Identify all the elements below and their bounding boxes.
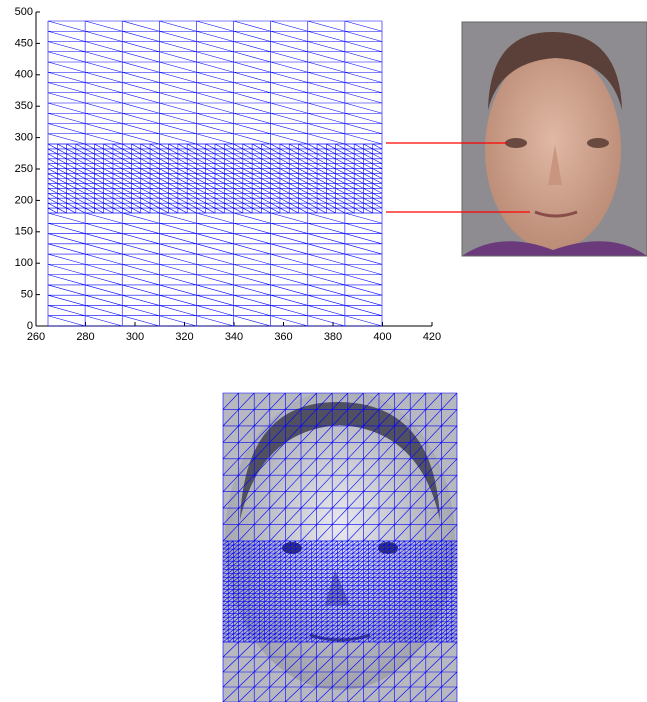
color-photo xyxy=(462,22,647,256)
x-tick-label: 400 xyxy=(373,331,391,343)
y-tick-label: 500 xyxy=(15,6,33,18)
x-tick-label: 420 xyxy=(423,331,441,343)
x-tick-label: 360 xyxy=(274,331,292,343)
y-tick-label: 450 xyxy=(15,37,33,49)
y-tick-label: 200 xyxy=(15,194,33,206)
x-tick-label: 380 xyxy=(324,331,342,343)
x-tick-label: 280 xyxy=(76,331,94,343)
y-tick-label: 150 xyxy=(15,226,33,238)
y-tick-label: 0 xyxy=(27,320,33,332)
x-tick-label: 340 xyxy=(225,331,243,343)
mesh xyxy=(48,21,382,144)
x-tick-label: 300 xyxy=(126,331,144,343)
y-tick-label: 100 xyxy=(15,257,33,269)
y-tick-label: 250 xyxy=(15,163,33,175)
mesh xyxy=(48,213,382,326)
y-tick-label: 400 xyxy=(15,69,33,81)
y-tick-label: 350 xyxy=(15,100,33,112)
mesh xyxy=(48,144,382,213)
figure: 260 280 300 320 340 360 380 400 420 0 50 100 150 200 2… xyxy=(0,0,647,702)
y-tick-label: 300 xyxy=(15,132,33,144)
x-tick-label: 260 xyxy=(27,331,45,343)
x-tick-label: 320 xyxy=(175,331,193,343)
y-tick-label: 50 xyxy=(21,289,33,301)
